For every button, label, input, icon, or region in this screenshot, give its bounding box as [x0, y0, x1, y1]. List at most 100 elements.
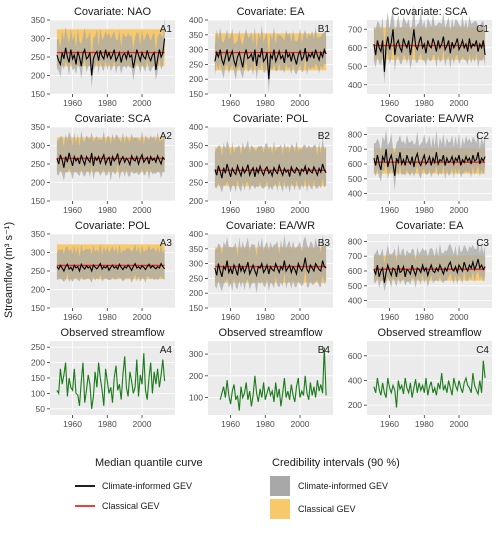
panel-title: Covariate: NAO — [74, 6, 151, 18]
x-tick-label: 1980 — [98, 205, 117, 215]
y-tick-label: 150 — [31, 373, 45, 383]
y-tick-label: 800 — [348, 236, 362, 246]
x-tick-label: 1960 — [221, 312, 240, 322]
panel-label: A4 — [160, 345, 173, 356]
y-tick-label: 250 — [31, 159, 45, 169]
panel-label: A2 — [160, 131, 173, 142]
y-tick-label: 250 — [31, 342, 45, 352]
x-tick-label: 1960 — [63, 98, 82, 108]
y-tick-label: 150 — [189, 303, 203, 313]
x-tick-label: 1960 — [380, 98, 399, 108]
y-tick-label: 250 — [189, 273, 203, 283]
y-tick-label: 100 — [31, 388, 45, 398]
y-tick-label: 350 — [189, 244, 203, 254]
y-tick-label: 350 — [31, 229, 45, 239]
y-tick-label: 200 — [189, 196, 203, 206]
panel-title: Observed streamflow — [219, 327, 323, 339]
climate-ci-band — [56, 130, 165, 181]
x-tick-label: 1980 — [415, 205, 434, 215]
climate-ci-band — [373, 129, 486, 190]
observed-line — [56, 353, 166, 409]
climate-ci-band — [56, 16, 165, 88]
x-tick-label: 1980 — [256, 419, 275, 429]
climate-median-line — [373, 29, 486, 72]
x-tick-label: 2000 — [291, 205, 310, 215]
y-tick-label: 350 — [31, 15, 45, 25]
panel-title: Covariate: SCA — [392, 6, 468, 18]
panel-label: B1 — [318, 24, 331, 35]
climate-ci-band — [373, 237, 486, 292]
x-tick-label: 1960 — [221, 205, 240, 215]
x-tick-label: 2000 — [133, 205, 152, 215]
climate-ci-band — [214, 137, 327, 194]
panel-B3: 150 200 250 300 350 400 1960 1980 2000 Covariate:… — [189, 220, 333, 322]
y-tick-label: 400 — [348, 80, 362, 90]
legend-ci-swatch-1 — [270, 499, 290, 519]
legend-median-label-1: Classical GEV — [102, 501, 160, 511]
x-tick-label: 1980 — [98, 312, 117, 322]
y-tick-label: 350 — [189, 141, 203, 151]
y-tick-label: 200 — [189, 371, 203, 381]
y-tick-label: 350 — [31, 122, 45, 132]
legend-median-label-0: Climate-informed GEV — [102, 481, 192, 491]
x-tick-label: 1960 — [63, 419, 82, 429]
y-tick-label: 300 — [189, 349, 203, 359]
panel-title: Covariate: EA/WR — [226, 220, 315, 232]
legend-ci-label-1: Classical GEV — [298, 504, 356, 514]
y-tick-label: 350 — [189, 30, 203, 40]
y-tick-label: 600 — [348, 351, 362, 361]
y-tick-label: 200 — [31, 358, 45, 368]
panel-A3: 150 200 250 300 350 1960 1980 2000 Covariate: PO… — [31, 220, 175, 322]
panel-title: Covariate: SCA — [75, 113, 151, 125]
y-tick-label: 150 — [31, 303, 45, 313]
y-tick-label: 700 — [348, 144, 362, 154]
x-tick-label: 1960 — [63, 205, 82, 215]
y-tick-label: 500 — [348, 61, 362, 71]
y-tick-label: 250 — [31, 52, 45, 62]
panel-title: Covariate: POL — [75, 220, 150, 232]
x-tick-label: 1980 — [98, 419, 117, 429]
y-tick-label: 150 — [31, 196, 45, 206]
y-axis-label: Streamflow (m³ s⁻¹) — [3, 222, 15, 318]
x-tick-label: 1980 — [256, 98, 275, 108]
x-tick-label: 1980 — [256, 205, 275, 215]
y-tick-label: 600 — [348, 159, 362, 169]
panel-label: C1 — [476, 24, 489, 35]
panel-title: Covariate: EA — [237, 6, 306, 18]
y-tick-label: 800 — [348, 129, 362, 139]
x-tick-label: 1980 — [415, 98, 434, 108]
y-tick-label: 300 — [31, 248, 45, 258]
y-tick-label: 700 — [348, 24, 362, 34]
x-tick-label: 2000 — [450, 312, 469, 322]
x-tick-label: 2000 — [450, 419, 469, 429]
climate-median-line — [56, 262, 166, 273]
panel-label: B3 — [318, 238, 331, 249]
x-tick-label: 1960 — [221, 98, 240, 108]
x-tick-label: 2000 — [291, 98, 310, 108]
y-tick-label: 600 — [348, 266, 362, 276]
panel-A4: 50 100 150 200 250 1960 1980 2000 Observed strea… — [31, 327, 175, 429]
panel-title: Observed streamflow — [378, 327, 482, 339]
x-tick-label: 2000 — [133, 312, 152, 322]
x-tick-label: 1980 — [415, 419, 434, 429]
y-tick-label: 150 — [189, 89, 203, 99]
observed-line — [219, 347, 327, 411]
x-tick-label: 2000 — [450, 205, 469, 215]
panel-B4: 100 200 300 1960 1980 2000 Observed streamflow… — [189, 327, 333, 429]
climate-ci-band — [214, 234, 327, 294]
panel-title: Observed streamflow — [61, 327, 165, 339]
y-tick-label: 250 — [31, 266, 45, 276]
x-tick-label: 1960 — [380, 205, 399, 215]
panel-A1: 150 200 250 300 350 1960 1980 2000 Covariate: NA… — [31, 6, 175, 108]
y-tick-label: 400 — [348, 296, 362, 306]
climate-median-line — [214, 163, 327, 179]
panel-C2: 400 500 600 700 800 1960 1980 2000 Covariate: EA… — [348, 113, 492, 215]
panels: 150 200 250 300 350 1960 1980 2000 Covariate: NA… — [31, 3, 492, 429]
x-tick-label: 1960 — [380, 419, 399, 429]
legend-ci-swatch-0 — [270, 476, 290, 496]
panel-label: C2 — [476, 131, 489, 142]
y-tick-label: 100 — [189, 393, 203, 403]
climate-median-line — [214, 257, 327, 278]
panel-title: Covariate: POL — [233, 113, 308, 125]
